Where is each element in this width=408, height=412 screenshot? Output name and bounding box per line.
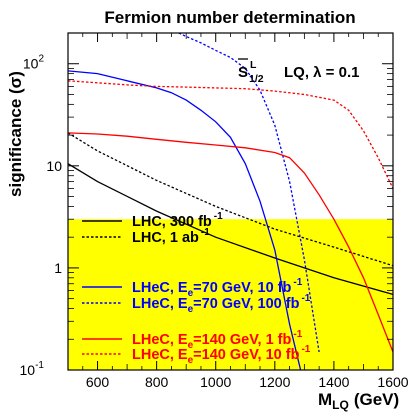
series-line-6 bbox=[68, 80, 393, 189]
x-tick-label: 600 bbox=[86, 374, 110, 390]
legend-label: LHeC, Ee=70 GeV, 100 fb -1 bbox=[132, 293, 311, 315]
annotation-model: S L 1/2 LQ, λ = 0.1 bbox=[238, 58, 359, 85]
y-tick-label: 10 bbox=[46, 158, 62, 174]
x-tick-label: 800 bbox=[145, 374, 169, 390]
series-line-3 bbox=[68, 70, 302, 370]
series-line-4 bbox=[178, 33, 320, 353]
series-line-1 bbox=[68, 163, 393, 296]
x-tick-label: 1000 bbox=[200, 374, 231, 390]
x-tick-label: 1200 bbox=[259, 374, 290, 390]
series-line-5 bbox=[68, 132, 393, 353]
x-axis-unit: (GeV) bbox=[354, 390, 399, 409]
legend-label: LHeC, Ee=140 GeV, 10 fb -1 bbox=[132, 344, 311, 366]
legend-label: LHeC, Ee=140 GeV, 1 fb -1 bbox=[132, 329, 303, 351]
annotation-text: LQ, λ = 0.1 bbox=[284, 64, 359, 81]
series-line-2 bbox=[68, 132, 393, 267]
legend-entry-5: LHeC, Ee=140 GeV, 1 fb -1 bbox=[82, 329, 303, 351]
legend-label: LHC, 300 fb -1 bbox=[132, 211, 223, 230]
highlight-band bbox=[68, 219, 393, 370]
annotation-sup: L bbox=[250, 59, 257, 71]
x-axis-symbol: M bbox=[318, 390, 332, 409]
x-axis-subscript: LQ bbox=[332, 398, 349, 412]
legend-entry-6: LHeC, Ee=140 GeV, 10 fb -1 bbox=[82, 344, 311, 366]
y-axis-label: significance (σ) bbox=[6, 71, 25, 197]
svg-text:MLQ(GeV): MLQ (GeV) bbox=[318, 390, 399, 412]
x-tick-label: 1400 bbox=[318, 374, 349, 390]
legend-label: LHC, 1 ab -1 bbox=[132, 227, 210, 246]
y-tick-label: 102 bbox=[23, 54, 45, 72]
y-tick-label: 10-1 bbox=[20, 360, 45, 378]
x-axis-label: MLQ (GeV) bbox=[318, 390, 399, 412]
x-tick-label: 1600 bbox=[377, 374, 408, 390]
legend-label: LHeC, Ee=70 GeV, 10 fb -1 bbox=[132, 277, 303, 299]
annotation-sub: 1/2 bbox=[249, 73, 264, 85]
legend-entry-1: LHC, 300 fb -1 bbox=[82, 211, 223, 230]
legend-entry-2: LHC, 1 ab -1 bbox=[82, 227, 210, 246]
legend-entry-4: LHeC, Ee=70 GeV, 100 fb -1 bbox=[82, 293, 311, 315]
annotation-symbol: S bbox=[238, 64, 248, 81]
legend-entry-3: LHeC, Ee=70 GeV, 10 fb -1 bbox=[82, 277, 303, 299]
chart-title: Fermion number determination bbox=[104, 8, 355, 27]
y-tick-label: 1 bbox=[54, 260, 62, 276]
